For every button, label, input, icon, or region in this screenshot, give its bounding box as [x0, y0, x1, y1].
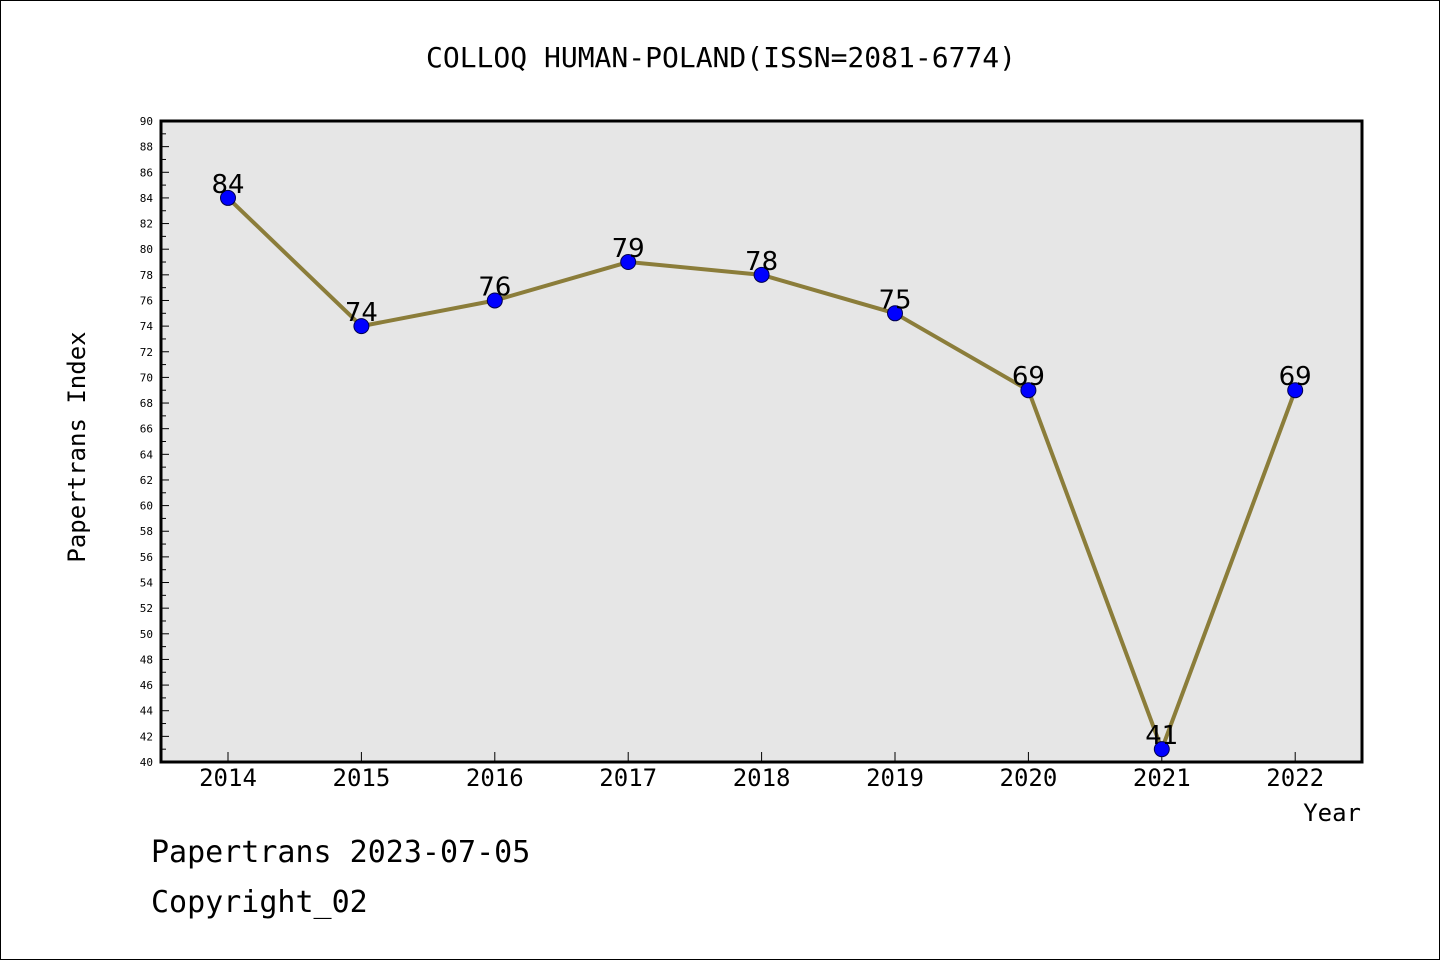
- y-tick-label: 68: [140, 397, 153, 410]
- x-tick-label: 2014: [199, 764, 257, 792]
- y-tick-label: 56: [140, 551, 153, 564]
- y-tick-label: 78: [140, 269, 153, 282]
- y-tick-label: 88: [140, 141, 153, 154]
- data-point: [753, 266, 770, 283]
- x-tick-label: 2022: [1266, 764, 1324, 792]
- y-tick-label: 58: [140, 525, 153, 538]
- data-label: 76: [478, 272, 511, 302]
- y-tick-label: 76: [140, 294, 153, 307]
- data-point: [1287, 382, 1304, 399]
- y-tick-label: 82: [140, 218, 153, 231]
- y-tick-label: 90: [140, 115, 153, 128]
- y-tick-label: 52: [140, 602, 153, 615]
- data-label: 78: [745, 247, 778, 277]
- data-point: [620, 254, 637, 271]
- x-tick-label: 2019: [866, 764, 924, 792]
- x-axis-label: Year: [1303, 799, 1361, 827]
- series-layer: 84 74 76 79 78 75 69 41 69: [211, 170, 1312, 758]
- footer-copyright: Copyright_02: [151, 885, 368, 920]
- data-label: 84: [211, 170, 244, 200]
- y-tick-label: 54: [140, 577, 154, 590]
- y-tick-label: 72: [140, 346, 153, 359]
- x-tick-label: 2021: [1133, 764, 1191, 792]
- data-point: [887, 305, 903, 322]
- plot-border: [159, 119, 1364, 764]
- data-label: 75: [878, 285, 911, 315]
- data-label: 74: [345, 298, 378, 328]
- x-tick-label: 2018: [733, 764, 791, 792]
- y-tick-label: 84: [140, 192, 154, 205]
- y-tick-label: 50: [140, 628, 153, 641]
- y-axis-ticks: 40 42 44 46 48 50 52 54 56 58 60 62 64 66 68 70 72 74 76 78…: [140, 115, 169, 769]
- data-point: [220, 189, 236, 206]
- data-point: [353, 318, 370, 335]
- x-tick-label: 2016: [466, 764, 524, 792]
- data-label: 79: [612, 234, 645, 264]
- data-point: [1020, 382, 1037, 399]
- x-tick-label: 2020: [1000, 764, 1058, 792]
- y-tick-label: 62: [140, 474, 153, 487]
- data-label: 69: [1279, 362, 1312, 392]
- data-label: 41: [1145, 721, 1178, 751]
- data-point: [486, 292, 503, 309]
- data-label: 69: [1012, 362, 1045, 392]
- footer-date: Papertrans 2023-07-05: [151, 835, 531, 870]
- y-tick-label: 80: [140, 243, 153, 256]
- x-tick-label: 2017: [599, 764, 657, 792]
- y-tick-label: 64: [140, 448, 154, 461]
- y-tick-label: 70: [140, 371, 153, 384]
- y-tick-label: 60: [140, 500, 153, 513]
- y-tick-label: 74: [140, 320, 154, 333]
- plot-area: [161, 121, 1362, 762]
- y-tick-label: 66: [140, 423, 153, 436]
- x-tick-label: 2015: [333, 764, 391, 792]
- chart-title: COLLOQ HUMAN-POLAND(ISSN=2081-6774): [426, 41, 1016, 74]
- x-axis-ticks: 2014 2015 2016 2017 2018 2019 2020 2021 2022: [199, 752, 1324, 792]
- y-tick-label: 42: [140, 730, 153, 743]
- y-tick-label: 46: [140, 679, 153, 692]
- y-axis-label: Papertrans Index: [63, 331, 91, 562]
- y-tick-label: 44: [140, 705, 154, 718]
- y-tick-label: 86: [140, 166, 153, 179]
- data-point: [1153, 741, 1170, 758]
- y-tick-label: 48: [140, 653, 153, 666]
- y-tick-label: 40: [140, 756, 153, 769]
